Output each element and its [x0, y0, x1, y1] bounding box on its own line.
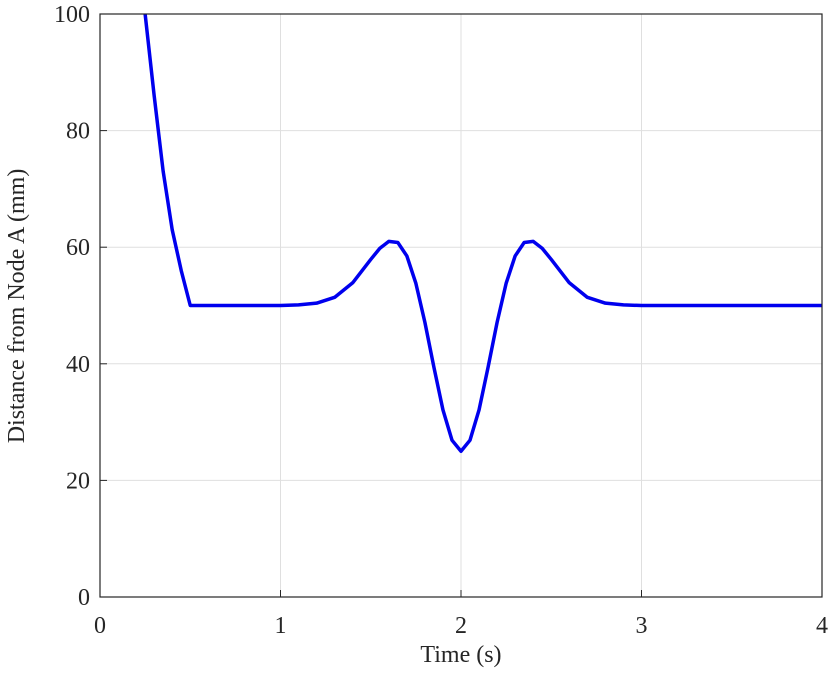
- y-tick-label: 20: [66, 468, 90, 494]
- x-tick-label: 4: [816, 613, 828, 639]
- y-tick-label: 80: [66, 119, 90, 145]
- y-tick-label: 100: [54, 2, 90, 28]
- x-tick-label: 2: [455, 613, 467, 639]
- y-tick-label: 60: [66, 235, 90, 261]
- x-tick-label: 3: [636, 613, 648, 639]
- y-axis-label: Distance from Node A (mm): [4, 169, 30, 444]
- x-tick-label: 0: [94, 613, 106, 639]
- x-axis-label: Time (s): [420, 642, 501, 668]
- y-tick-label: 40: [66, 352, 90, 378]
- y-tick-label: 0: [78, 585, 90, 611]
- data-line: [143, 14, 822, 453]
- plot-frame: [99, 13, 823, 598]
- x-tick-label: 1: [275, 613, 287, 639]
